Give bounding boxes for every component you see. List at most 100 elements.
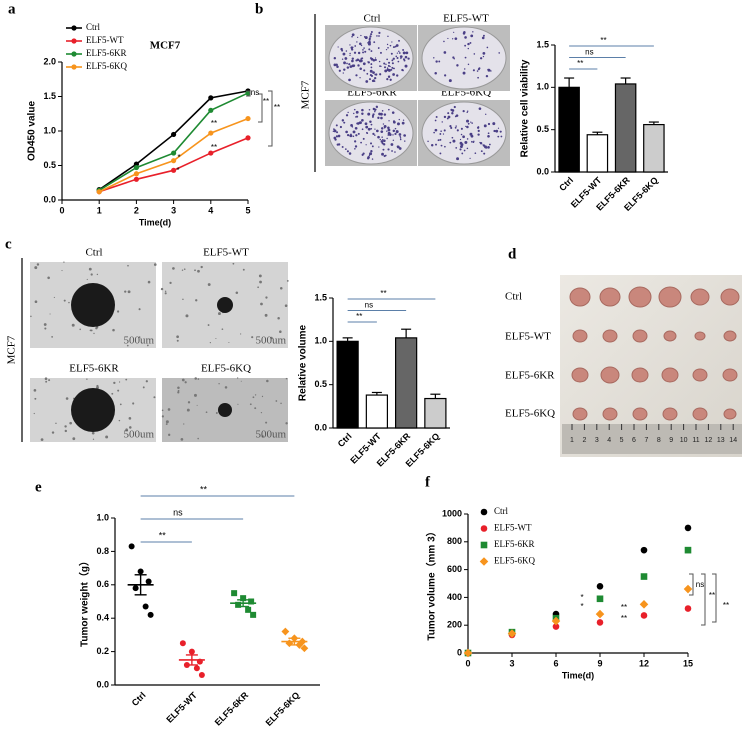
decoration xyxy=(90,273,93,276)
decoration xyxy=(378,35,380,37)
x-tick-label: 9 xyxy=(597,658,602,668)
decoration xyxy=(383,62,386,65)
decoration xyxy=(92,438,95,440)
decoration xyxy=(96,273,99,276)
point xyxy=(171,167,177,173)
decoration xyxy=(456,129,459,132)
decoration xyxy=(383,124,387,128)
annotation: * xyxy=(580,593,583,602)
decoration xyxy=(602,407,618,421)
decoration xyxy=(453,105,456,109)
decoration xyxy=(368,48,371,51)
decoration xyxy=(461,152,464,155)
row-label: ELF5-WT xyxy=(505,331,551,343)
decoration xyxy=(181,269,184,271)
decoration xyxy=(462,110,465,113)
decoration xyxy=(342,52,346,56)
decoration xyxy=(370,127,373,130)
decoration xyxy=(40,438,44,441)
decoration xyxy=(399,135,401,138)
decoration xyxy=(467,110,469,112)
decoration xyxy=(372,58,376,62)
decoration xyxy=(632,407,648,421)
decoration xyxy=(346,133,350,137)
decoration xyxy=(487,122,491,126)
decoration xyxy=(456,157,460,161)
decoration xyxy=(439,152,442,155)
x-tick-label: 5 xyxy=(245,205,250,215)
decoration xyxy=(128,417,132,420)
decoration xyxy=(355,110,359,114)
decoration xyxy=(396,74,399,77)
decoration xyxy=(363,69,366,72)
point xyxy=(171,131,177,138)
decoration xyxy=(382,148,385,151)
decoration xyxy=(125,428,128,432)
decoration xyxy=(383,139,386,143)
decoration xyxy=(448,79,452,83)
decoration xyxy=(387,134,390,136)
decoration xyxy=(51,431,55,434)
decoration xyxy=(486,46,489,49)
decoration xyxy=(240,380,242,382)
decoration xyxy=(196,404,198,406)
decoration xyxy=(398,50,400,53)
point xyxy=(96,189,102,195)
series-line xyxy=(98,90,249,191)
decoration xyxy=(361,128,364,131)
point xyxy=(240,595,247,602)
decoration xyxy=(71,283,115,327)
ruler-number: 4 xyxy=(607,437,611,444)
decoration xyxy=(427,140,429,143)
decoration xyxy=(333,129,337,133)
decoration xyxy=(194,269,196,272)
significance-label: ** xyxy=(600,36,606,45)
decoration xyxy=(197,378,200,380)
decoration xyxy=(43,323,47,326)
decoration xyxy=(117,389,120,392)
x-tick-label: 6 xyxy=(553,658,558,668)
decoration xyxy=(374,134,376,136)
decoration xyxy=(368,37,371,40)
decoration xyxy=(350,133,352,135)
y-tick-label: 0.0 xyxy=(96,679,109,689)
decoration xyxy=(160,287,164,291)
decoration xyxy=(487,68,491,72)
decoration xyxy=(113,381,116,385)
decoration xyxy=(388,120,390,122)
decoration xyxy=(358,121,362,125)
decoration xyxy=(236,377,239,379)
decoration xyxy=(467,42,470,46)
decoration xyxy=(361,112,364,115)
decoration xyxy=(385,48,388,51)
decoration xyxy=(218,383,220,385)
decoration xyxy=(93,332,95,335)
point xyxy=(639,600,649,609)
decoration xyxy=(375,129,379,133)
point xyxy=(683,584,693,594)
decoration xyxy=(362,152,365,155)
decoration xyxy=(341,145,344,148)
decoration xyxy=(386,58,389,61)
decoration xyxy=(360,141,362,144)
decoration xyxy=(497,135,500,138)
decoration xyxy=(193,393,197,397)
x-tick-label: 0 xyxy=(59,205,64,215)
sphere-images: 500um 500um 500um 500um xyxy=(30,261,289,442)
point xyxy=(552,623,560,630)
decoration xyxy=(402,48,405,51)
legend-marker xyxy=(71,51,77,57)
x-tick-label: ELF5-6KQ xyxy=(264,690,302,728)
decoration xyxy=(463,31,466,34)
decoration xyxy=(180,438,184,441)
decoration xyxy=(379,73,382,76)
decoration xyxy=(459,141,463,145)
decoration xyxy=(348,152,352,155)
decoration xyxy=(402,51,406,55)
decoration xyxy=(346,62,348,65)
decoration xyxy=(333,63,337,67)
bar xyxy=(365,394,389,429)
decoration xyxy=(690,288,710,306)
x-tick-label: 4 xyxy=(208,205,213,215)
point xyxy=(145,578,152,585)
